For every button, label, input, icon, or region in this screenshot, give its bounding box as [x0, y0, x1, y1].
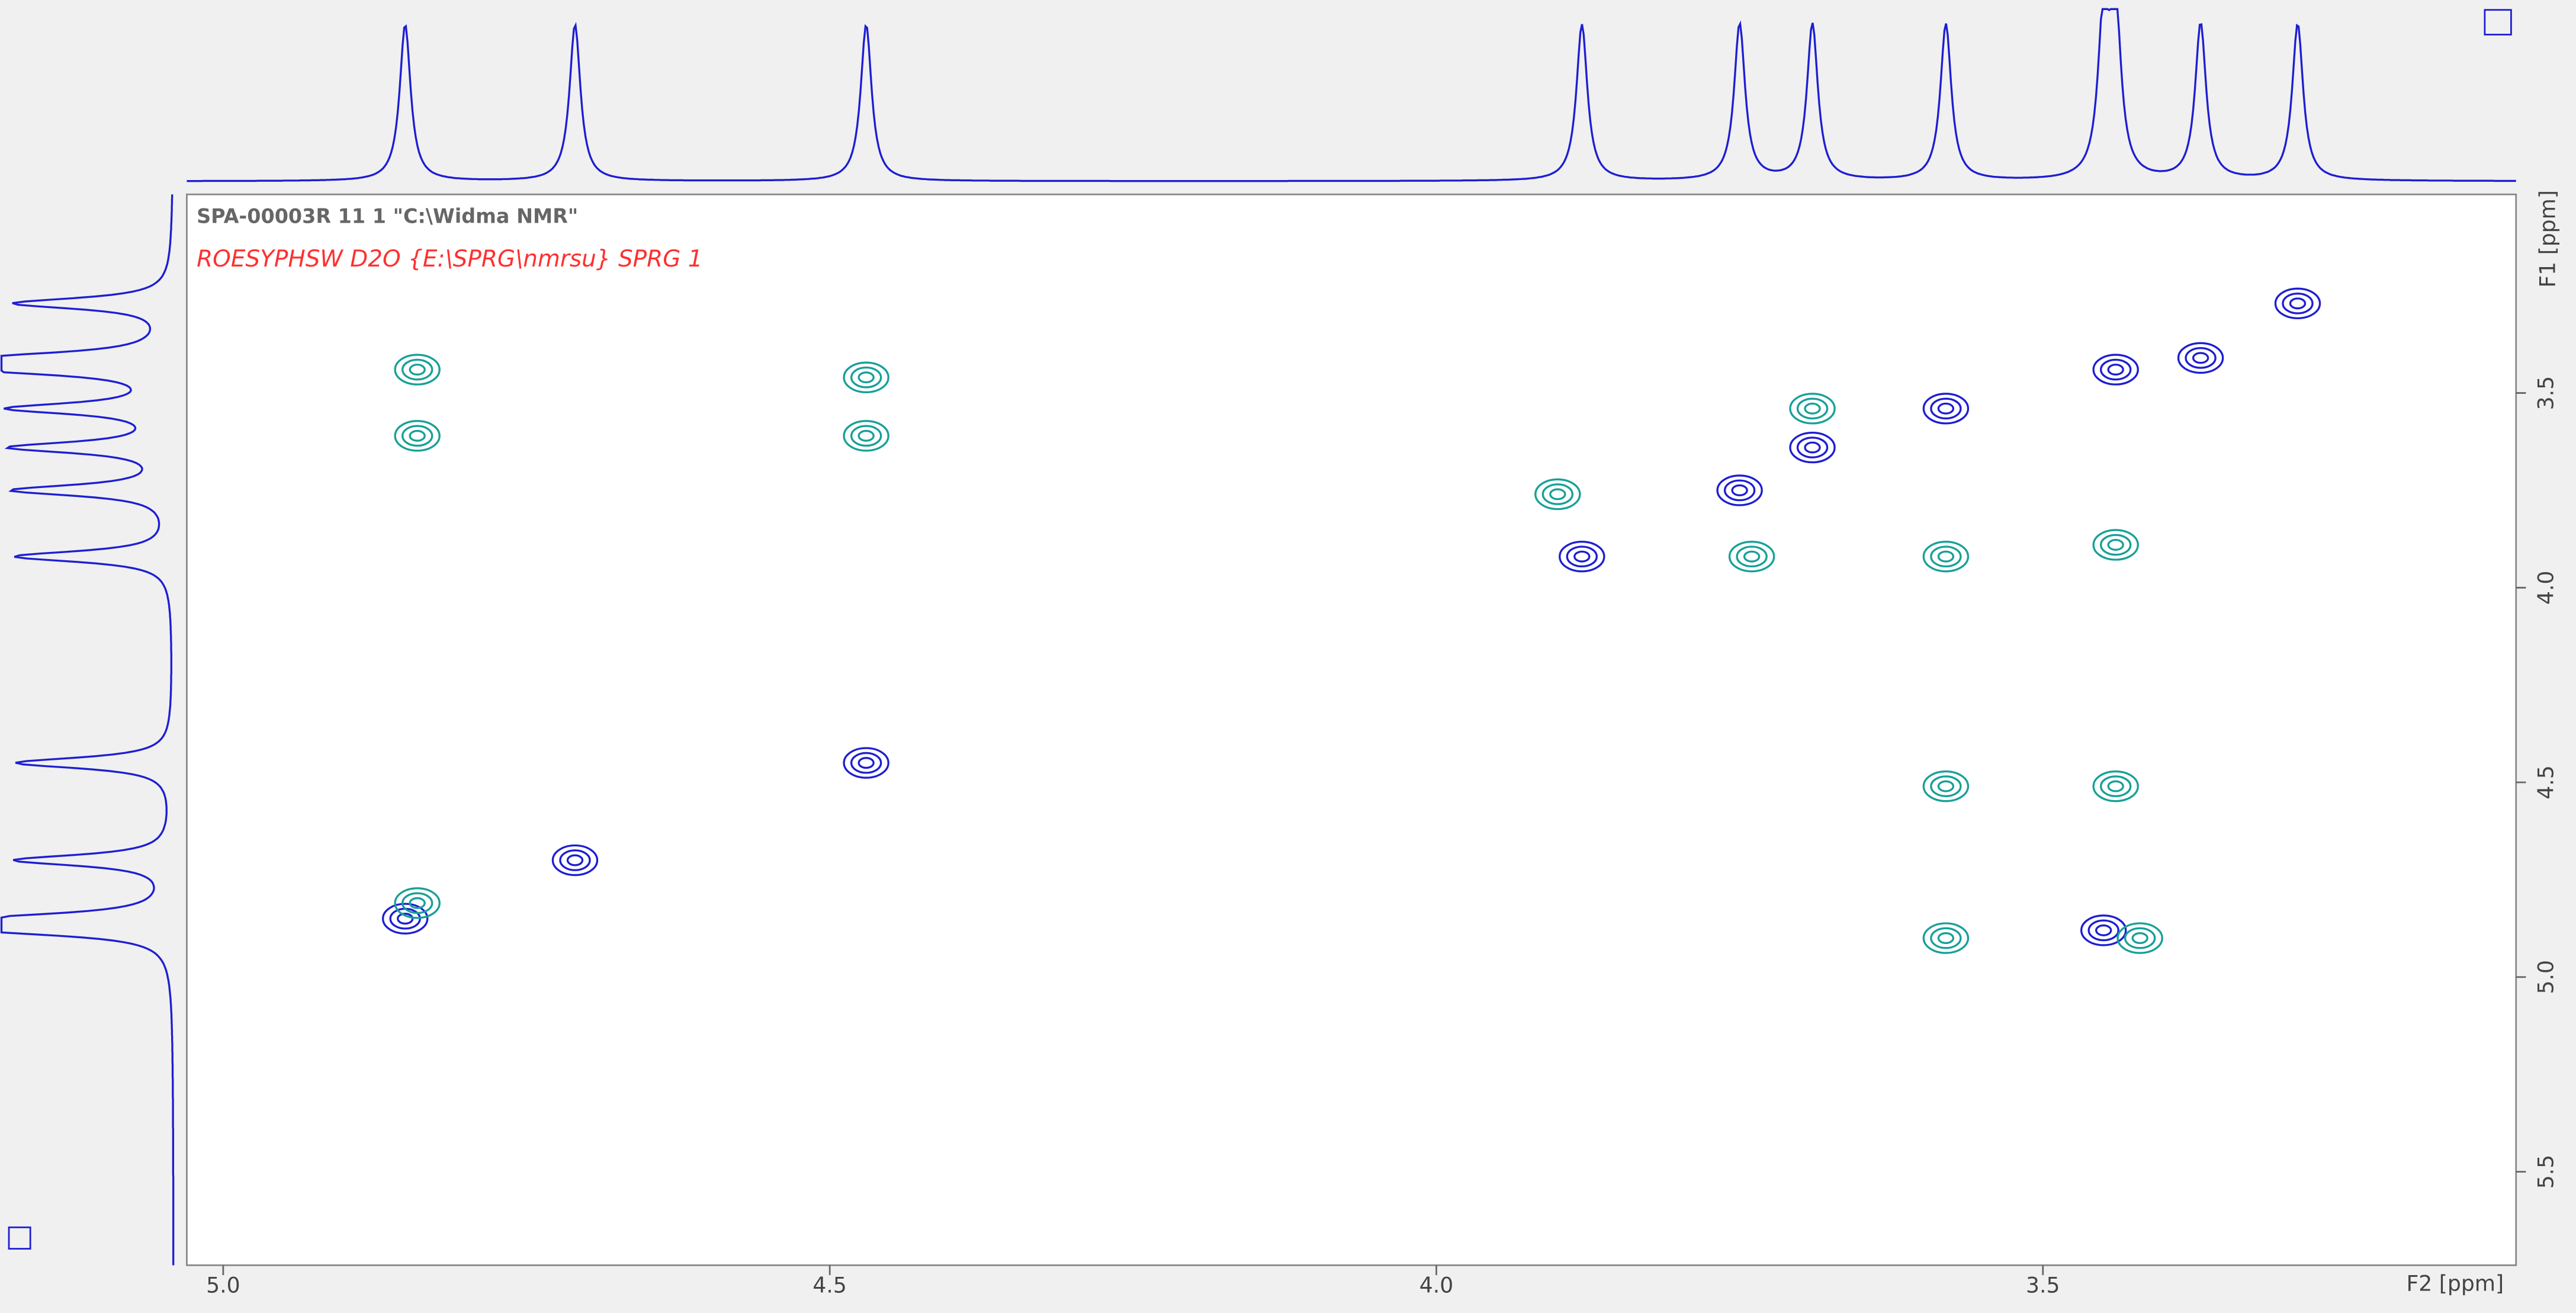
contour	[1559, 540, 1605, 573]
contour	[2100, 534, 2132, 556]
contour	[2087, 919, 2119, 942]
contour	[2107, 538, 2124, 551]
contour	[2124, 927, 2156, 949]
contour	[401, 425, 433, 447]
contour	[1549, 488, 1566, 500]
contour	[1723, 479, 1756, 502]
contour	[1922, 393, 1970, 425]
contour	[551, 844, 599, 877]
contour	[1804, 441, 1821, 454]
y-tick-label: 4.0	[2533, 571, 2559, 605]
contour	[843, 420, 889, 452]
contour	[1743, 550, 1761, 563]
contour	[1566, 545, 1598, 568]
contour	[409, 897, 426, 909]
contour	[1804, 402, 1821, 415]
experiment: ROESYPHSW D2O {E:\SPRG\nmrsu} SPRG 1	[197, 246, 702, 272]
contour	[1922, 922, 1970, 954]
contour	[2100, 358, 2132, 381]
contour	[1736, 545, 1768, 568]
contour	[397, 913, 414, 925]
contour	[843, 747, 889, 779]
contour	[394, 420, 441, 452]
contour	[2177, 342, 2224, 374]
contour	[1789, 431, 1836, 464]
contour	[401, 358, 433, 381]
y-tick-label: 5.5	[2533, 1155, 2559, 1189]
contour	[2107, 780, 2124, 792]
contour	[850, 366, 882, 389]
contour	[1937, 780, 1955, 792]
contour	[2080, 914, 2127, 946]
contour	[1922, 540, 1970, 573]
contour	[2192, 352, 2209, 364]
corner-box	[2484, 9, 2512, 36]
x-tick-label: 4.5	[812, 1272, 847, 1298]
contour	[409, 364, 426, 376]
contour	[1937, 550, 1955, 563]
contour	[1789, 393, 1836, 425]
f1-projection	[0, 194, 175, 1266]
contour	[1796, 436, 1829, 458]
contour	[850, 425, 882, 447]
contour	[1716, 474, 1763, 506]
contour	[394, 887, 441, 919]
contour	[1930, 397, 1962, 420]
contour	[857, 371, 875, 384]
contour	[857, 757, 875, 769]
y-tick-label: 4.5	[2533, 765, 2559, 800]
contour	[2095, 924, 2112, 936]
x-tick-label: 4.0	[1419, 1272, 1454, 1298]
corner-box	[8, 1226, 31, 1250]
x-axis-label: F2 [ppm]	[2407, 1271, 2504, 1296]
contour	[1930, 545, 1962, 568]
contour	[401, 892, 433, 914]
contour	[2282, 292, 2314, 314]
header: SPA-00003R 11 1 "C:\Widma NMR"	[197, 205, 578, 228]
contour	[566, 854, 584, 866]
contour	[1930, 927, 1962, 949]
contour	[2100, 775, 2132, 797]
y-tick-label: 3.5	[2533, 376, 2559, 410]
contour	[1930, 775, 1962, 797]
contour	[1534, 478, 1581, 511]
contour	[1796, 397, 1829, 420]
contour	[1573, 550, 1591, 563]
contour	[1922, 770, 1970, 802]
contour	[409, 429, 426, 442]
contour	[1541, 483, 1574, 505]
f2-projection	[187, 8, 2516, 182]
contour	[2092, 770, 2139, 802]
contour	[1937, 402, 1955, 415]
contour	[850, 752, 882, 774]
contour	[2185, 347, 2217, 369]
contour	[857, 429, 875, 442]
x-tick-label: 3.5	[2026, 1272, 2060, 1298]
layer: 5.0 4.5 4.0 3.5 3.5 4.0 4.5 5.0 5.5	[0, 8, 2559, 1298]
contour	[559, 849, 591, 871]
contour	[2289, 297, 2307, 310]
contour	[1937, 932, 1955, 945]
x-tick-label: 5.0	[206, 1272, 240, 1298]
contour	[2274, 287, 2321, 320]
contour	[1731, 484, 1748, 496]
contour	[2107, 364, 2124, 376]
contour	[1728, 540, 1775, 573]
contour	[2131, 932, 2148, 945]
contour	[381, 903, 429, 935]
contour	[2092, 529, 2139, 561]
contour	[394, 354, 441, 386]
contour	[843, 361, 889, 393]
y-axis-label: F1 [ppm]	[2535, 190, 2560, 288]
contour	[2116, 922, 2163, 954]
y-tick-label: 5.0	[2533, 960, 2559, 994]
plot-area	[186, 193, 2517, 1266]
contour	[2092, 354, 2139, 386]
